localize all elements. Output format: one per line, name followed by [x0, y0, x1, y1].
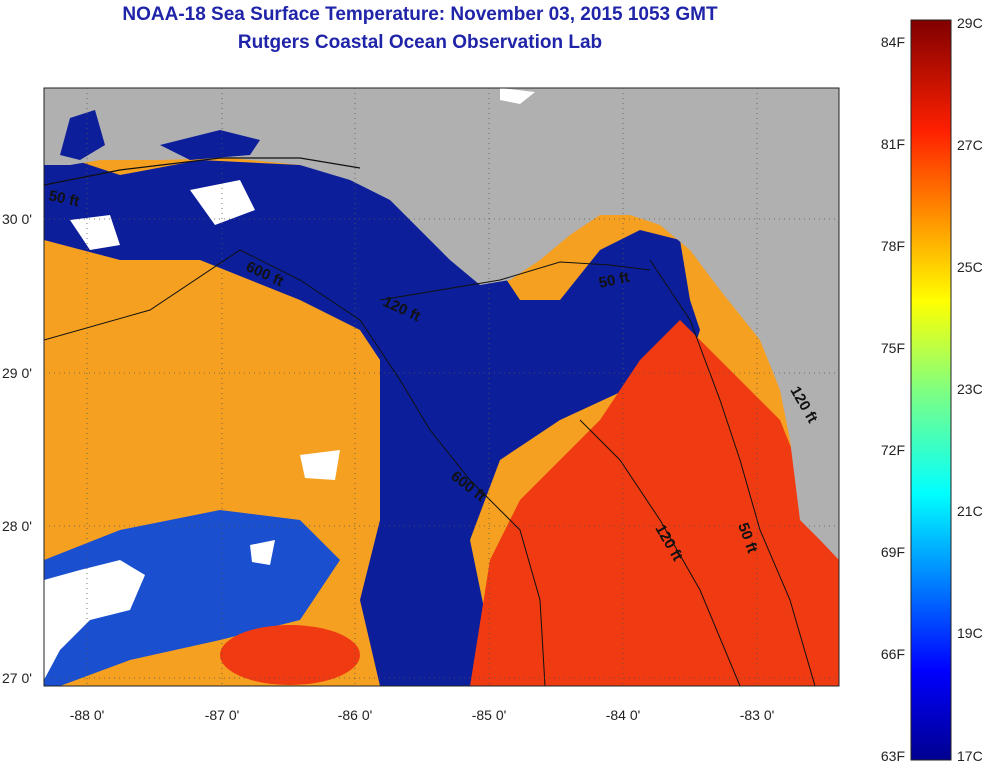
lon-tick-label: -87 0': [205, 707, 240, 723]
cloud-patch: [44, 560, 145, 680]
colorbar-c-label: 19C: [957, 625, 983, 641]
lat-tick-label: 28 0': [2, 518, 32, 534]
bay-water: [60, 110, 105, 160]
isobath-50ft-east: [649, 259, 816, 686]
lon-tick-label: -84 0': [606, 707, 641, 723]
cloud-patch: [500, 88, 535, 104]
isobath-120ft-east: [579, 419, 741, 686]
colorbar-f-label: 63F: [881, 748, 905, 764]
cold-water-region: [44, 150, 700, 686]
hot-water-patch: [220, 625, 360, 685]
colorbar-c-label: 23C: [957, 381, 983, 397]
hot-water-region: [470, 320, 839, 686]
isobath-600ft: [44, 249, 546, 686]
cloud-patch: [70, 215, 120, 250]
cloud-patch: [190, 180, 255, 225]
colorbar-c-label: 27C: [957, 137, 983, 153]
lon-tick-label: -83 0': [740, 707, 775, 723]
map-subtitle: Rutgers Coastal Ocean Observation Lab: [237, 32, 603, 53]
bay-water: [160, 130, 260, 160]
colorbar-c-label: 25C: [957, 259, 983, 275]
lat-tick-label: 27 0': [2, 670, 32, 686]
colorbar-f-label: 78F: [881, 238, 905, 254]
colorbar-f-label: 84F: [881, 34, 905, 50]
colorbar-f-label: 69F: [881, 544, 905, 560]
colorbar-f-label: 75F: [881, 340, 905, 356]
colorbar-c-label: 21C: [957, 503, 983, 519]
land-mass: [44, 88, 839, 560]
map-frame: [43, 87, 840, 687]
lon-tick-label: -86 0': [338, 707, 373, 723]
map-panel: [44, 88, 839, 686]
colorbar-f-label: 81F: [881, 136, 905, 152]
map-title: NOAA-18 Sea Surface Temperature: Novembe…: [122, 4, 718, 25]
lat-tick-label: 29 0': [2, 365, 32, 381]
colorbar: [910, 19, 952, 761]
colorbar-f-label: 66F: [881, 646, 905, 662]
cloud-patch: [300, 450, 340, 480]
isobath-120ft: [379, 261, 651, 301]
lon-tick-label: -88 0': [70, 707, 105, 723]
contour-label: 50 ft: [597, 269, 631, 292]
colorbar-f-label: 72F: [881, 442, 905, 458]
lat-tick-label: 30 0': [2, 211, 32, 227]
colorbar-c-label: 29C: [957, 15, 983, 31]
isobath-50ft: [44, 157, 361, 186]
lon-tick-label: -85 0': [472, 707, 507, 723]
contour-label: 50 ft: [47, 187, 81, 210]
colorbar-c-label: 17C: [957, 748, 983, 764]
cloud-patch: [250, 540, 275, 565]
